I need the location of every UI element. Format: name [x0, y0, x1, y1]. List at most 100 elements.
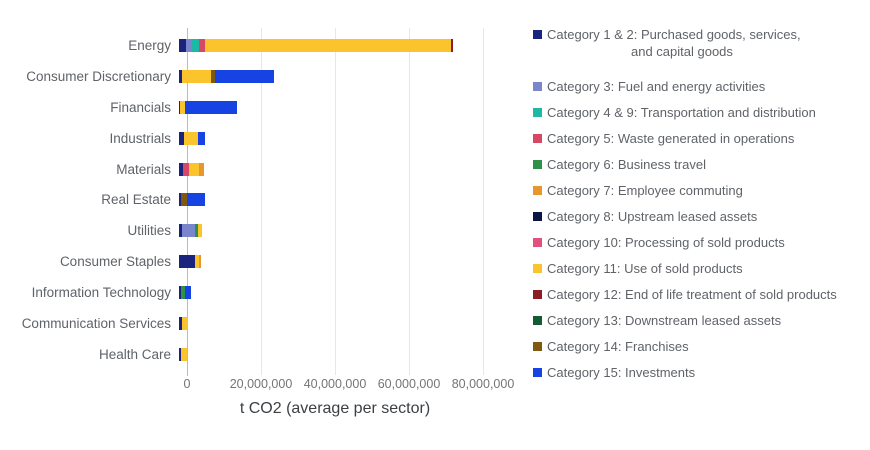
gridline — [483, 28, 484, 375]
bar-segment-c1_2 — [179, 100, 181, 114]
legend-item: Category 3: Fuel and energy activities — [533, 78, 868, 95]
bar-segment-c5 — [183, 162, 189, 176]
bar-segment-c1_2 — [179, 316, 182, 330]
legend-swatch-icon — [533, 186, 542, 195]
x-tick-label: 60,000,000 — [377, 377, 441, 391]
bar-segment-c15 — [198, 131, 205, 145]
bar-segment-c11 — [180, 100, 186, 114]
legend-label: Category 6: Business travel — [547, 156, 706, 173]
bar-row: Financials — [0, 92, 535, 123]
bar-rows: Energy Consumer Discretionary Financials In… — [0, 30, 535, 370]
legend-label-line1: Category 5: Waste generated in operation… — [547, 131, 795, 146]
legend-label-line2: and capital goods — [631, 44, 733, 59]
bar-segment-c6 — [181, 286, 185, 300]
bar-segment-c11 — [194, 255, 200, 269]
sector-label: Information Technology — [31, 285, 171, 301]
legend-label-line1: Category 15: Investments — [547, 365, 696, 380]
gridline — [261, 28, 262, 375]
bar-track — [179, 69, 274, 83]
bar-segment-c11 — [181, 316, 188, 330]
bar-row: Consumer Staples — [0, 246, 535, 277]
bar-row: Utilities — [0, 215, 535, 246]
legend-label: Category 1 & 2: Purchased goods, service… — [547, 26, 801, 60]
legend-swatch-icon — [533, 342, 542, 351]
legend-label: Category 10: Processing of sold products — [547, 234, 785, 251]
legend-swatch-icon — [533, 82, 542, 91]
legend-label-line1: Category 14: Franchises — [547, 339, 689, 354]
bar-segment-c1_2 — [179, 162, 184, 176]
legend-item: Category 13: Downstream leased assets — [533, 312, 868, 329]
legend-label-line1: Category 4 & 9: Transportation and distr… — [547, 105, 816, 120]
bar-segment-c11 — [197, 224, 202, 238]
bar-row: Energy — [0, 30, 535, 61]
legend-label-line1: Category 1 & 2: Purchased goods, service… — [547, 27, 801, 42]
bar-track — [179, 224, 202, 238]
sector-label: Energy — [128, 37, 171, 53]
x-axis-tick-labels: 0 20,000,000 40,000,000 60,000,000 80,000,00… — [183, 377, 515, 393]
legend-swatch-icon — [533, 160, 542, 169]
legend-label-line1: Category 3: Fuel and energy activities — [547, 79, 766, 94]
legend-label: Category 12: End of life treatment of so… — [547, 286, 837, 303]
legend-label: Category 5: Waste generated in operation… — [547, 130, 794, 147]
bar-segment-c11 — [204, 38, 451, 52]
bar-segment-c6 — [195, 224, 198, 238]
legend-item: Category 7: Employee commuting — [533, 182, 868, 199]
sector-label: Materials — [116, 161, 171, 177]
bar-segment-c3 — [186, 38, 192, 52]
bar-segment-c1_2 — [179, 38, 187, 52]
bar-row: Real Estate — [0, 184, 535, 215]
legend-label-line1: Category 8: Upstream leased assets — [547, 209, 758, 224]
bar-track — [179, 316, 188, 330]
bar-segment-c7 — [198, 162, 205, 176]
legend-label: Category 11: Use of sold products — [547, 260, 743, 277]
bar-segment-c15 — [187, 193, 206, 207]
bar-segment-c1_2 — [179, 347, 182, 361]
legend-swatch-icon — [533, 30, 542, 39]
legend-swatch-icon — [533, 212, 542, 221]
legend-label-line1: Category 12: End of life treatment of so… — [547, 287, 837, 302]
legend-label: Category 3: Fuel and energy activities — [547, 78, 765, 95]
sector-label: Utilities — [127, 223, 171, 239]
x-tick-label: 20,000,000 — [229, 377, 293, 391]
bar-segment-c1_2 — [179, 193, 181, 207]
x-tick-label: 0 — [183, 377, 191, 391]
bar-segment-c15 — [184, 286, 191, 300]
legend-item: Category 10: Processing of sold products — [533, 234, 868, 251]
bar-row: Industrials — [0, 123, 535, 154]
legend-swatch-icon — [533, 134, 542, 143]
bar-track — [179, 38, 453, 52]
legend-swatch-icon — [533, 108, 542, 117]
legend-item: Category 8: Upstream leased assets — [533, 208, 868, 225]
legend-label: Category 8: Upstream leased assets — [547, 208, 757, 225]
sector-label: Industrials — [109, 130, 171, 146]
sector-label: Financials — [110, 99, 171, 115]
x-axis-zero-tick — [187, 371, 188, 376]
bar-segment-c7 — [199, 255, 202, 269]
legend-label-line1: Category 7: Employee commuting — [547, 183, 743, 198]
bar-track — [179, 255, 202, 269]
bar-segment-c1_2 — [179, 69, 182, 83]
bar-segment-c1_2 — [179, 131, 184, 145]
legend-item: Category 12: End of life treatment of so… — [533, 286, 868, 303]
legend-swatch-icon — [533, 238, 542, 247]
bar-segment-c12 — [450, 38, 453, 52]
sector-label: Real Estate — [101, 192, 171, 208]
bar-row: Communication Services — [0, 308, 535, 339]
bar-segment-c4_9 — [191, 38, 199, 52]
legend-swatch-icon — [533, 316, 542, 325]
legend-label-line1: Category 13: Downstream leased assets — [547, 313, 782, 328]
legend-item: Category 15: Investments — [533, 364, 868, 381]
plot-area: Energy Consumer Discretionary Financials In… — [0, 28, 535, 417]
legend-label-line1: Category 11: Use of sold products — [547, 261, 743, 276]
bar-track — [179, 347, 188, 361]
x-tick-label: 40,000,000 — [303, 377, 367, 391]
bar-segment-c1_2 — [179, 286, 182, 300]
bar-segment-c15 — [185, 100, 237, 114]
bar-segment-c3 — [181, 224, 196, 238]
bar-segment-c1_2 — [179, 224, 182, 238]
bar-row: Information Technology — [0, 277, 535, 308]
legend-label: Category 13: Downstream leased assets — [547, 312, 781, 329]
legend-item: Category 6: Business travel — [533, 156, 868, 173]
bar-row: Consumer Discretionary — [0, 61, 535, 92]
legend-swatch-icon — [533, 290, 542, 299]
